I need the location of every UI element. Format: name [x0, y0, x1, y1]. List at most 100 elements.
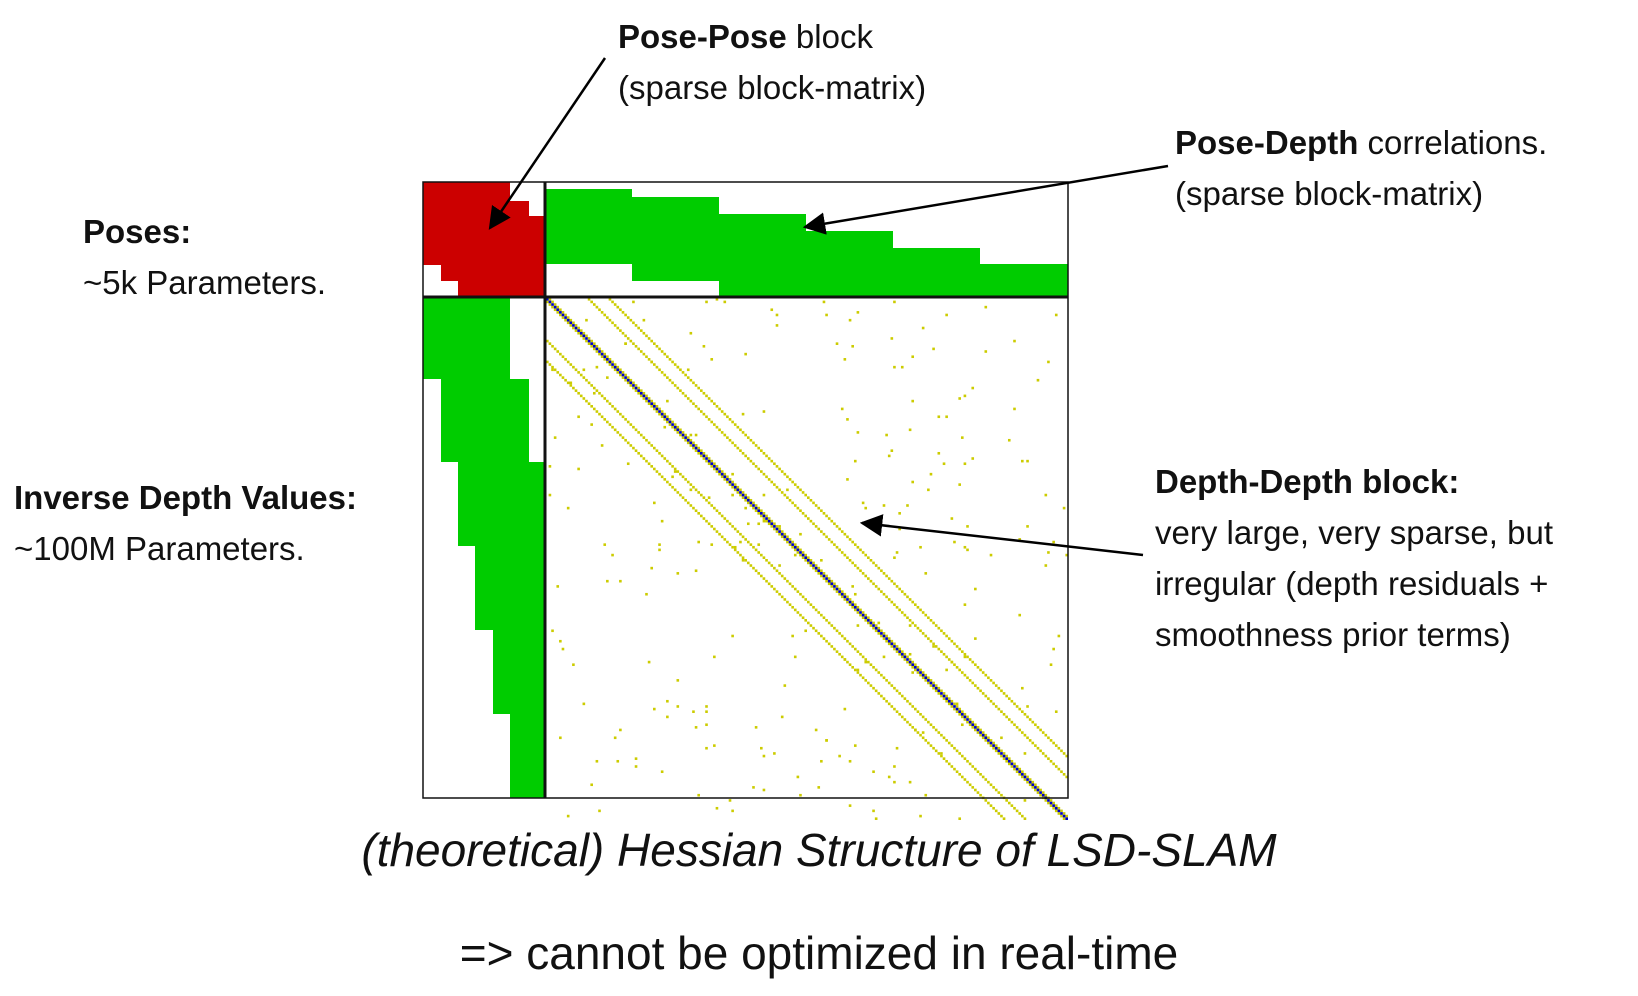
depth-depth-band-entry: [903, 592, 907, 596]
depth-depth-band-entry: [647, 337, 651, 340]
depth-depth-entry: [1026, 705, 1029, 708]
depth-depth-halo: [783, 532, 787, 536]
depth-depth-band-entry: [611, 321, 614, 325]
depth-depth-halo: [851, 605, 854, 609]
depth-depth-diagonal-entry: [655, 407, 659, 411]
depth-depth-diagonal-entry: [992, 744, 995, 747]
depth-depth-band-entry: [801, 491, 805, 494]
depth-depth-diagonal-entry: [572, 324, 575, 327]
depth-depth-halo: [705, 454, 708, 458]
depth-depth-band-entry: [971, 681, 975, 685]
depth-depth-band-entry: [760, 470, 763, 473]
depth-depth-halo: [856, 605, 860, 609]
depth-depth-entry: [658, 543, 661, 546]
depth-depth-band-entry: [929, 723, 933, 727]
depth-depth-halo: [595, 344, 599, 348]
depth-depth-entry: [778, 525, 781, 528]
pose-depth-label-line2: (sparse block-matrix): [1175, 175, 1484, 212]
depth-depth-band-entry: [867, 556, 870, 559]
depth-depth-band-entry: [919, 629, 922, 633]
depth-depth-entry: [773, 752, 776, 755]
depth-depth-entry: [945, 313, 948, 317]
depth-depth-band-entry: [882, 572, 886, 575]
depth-depth-band-entry: [997, 812, 1001, 815]
depth-depth-band-entry: [650, 339, 654, 343]
depth-depth-band-entry: [859, 652, 862, 656]
depth-depth-entry: [762, 519, 766, 523]
depth-depth-entry: [731, 809, 734, 813]
depth-depth-entry: [762, 754, 766, 758]
depth-depth-diagonal-entry: [1005, 757, 1008, 760]
depth-depth-band-entry: [814, 525, 818, 528]
depth-depth-diagonal-entry: [752, 504, 755, 507]
depth-depth-band-entry: [934, 728, 938, 732]
depth-depth-band-entry: [848, 642, 852, 646]
depth-depth-band-entry: [914, 624, 917, 627]
depth-depth-band-entry: [731, 441, 734, 445]
depth-depth-band-entry: [1007, 697, 1011, 700]
depth-depth-diagonal-entry: [1023, 775, 1027, 779]
depth-depth-entry: [694, 433, 698, 437]
depth-depth-entry: [686, 368, 690, 372]
depth-depth-band-entry: [671, 360, 674, 364]
depth-depth-band-entry: [611, 405, 614, 408]
depth-depth-band-entry: [689, 483, 693, 486]
depth-depth-band-entry: [566, 381, 570, 385]
depth-depth-halo: [1039, 788, 1042, 792]
depth-depth-halo: [807, 556, 810, 559]
depth-depth-halo: [974, 728, 977, 732]
depth-depth-entry: [1023, 799, 1027, 802]
depth-depth-band-entry: [945, 634, 948, 638]
depth-depth-entry: [908, 624, 912, 627]
depth-depth-halo: [754, 509, 758, 513]
depth-depth-diagonal-entry: [1015, 767, 1019, 771]
depth-depth-band-entry: [833, 647, 836, 651]
depth-depth-band-entry: [639, 454, 643, 458]
depth-depth-diagonal-entry: [592, 344, 596, 348]
depth-depth-band-entry: [859, 548, 862, 552]
depth-depth-band-entry: [992, 786, 995, 789]
depth-depth-diagonal-entry: [626, 378, 630, 382]
depth-depth-halo: [762, 517, 766, 520]
depth-depth-entry: [746, 522, 750, 526]
depth-depth-band-entry: [647, 462, 651, 466]
depth-depth-band-entry: [590, 405, 593, 408]
depth-depth-diagonal-entry: [887, 639, 891, 643]
depth-depth-halo: [679, 433, 682, 437]
depth-depth-band-entry: [1062, 752, 1066, 755]
depth-depth-band-entry: [608, 402, 612, 406]
depth-depth-band-entry: [927, 637, 930, 640]
depth-depth-band-entry: [611, 425, 614, 429]
depth-depth-halo: [553, 308, 557, 312]
depth-depth-entry: [733, 545, 737, 549]
depth-depth-halo: [587, 337, 591, 340]
depth-depth-band-entry: [658, 368, 661, 372]
depth-depth-halo: [749, 498, 753, 502]
depth-depth-halo: [713, 462, 716, 466]
depth-depth-diagonal-entry: [914, 666, 917, 669]
depth-depth-band-entry: [778, 572, 781, 575]
depth-depth-diagonal-entry: [791, 543, 794, 546]
depth-depth-band-entry: [968, 762, 972, 766]
depth-depth-entry: [924, 572, 928, 575]
depth-depth-band-entry: [715, 530, 719, 533]
depth-depth-band-entry: [940, 754, 943, 758]
depth-depth-diagonal-entry: [629, 381, 633, 385]
depth-depth-halo: [694, 444, 698, 447]
depth-depth-band-entry: [744, 538, 747, 541]
depth-depth-diagonal-entry: [681, 433, 685, 437]
depth-depth-band-entry: [616, 326, 620, 330]
depth-depth-diagonal-entry: [895, 647, 899, 651]
depth-depth-halo: [984, 733, 988, 737]
depth-depth-band-entry: [979, 668, 982, 672]
depth-depth-halo: [1023, 773, 1027, 776]
depth-depth-band-entry: [632, 425, 635, 429]
depth-depth-band-entry: [699, 514, 703, 518]
depth-depth-band-entry: [966, 759, 969, 763]
depth-depth-band-entry: [929, 619, 933, 622]
depth-depth-band-entry: [1057, 767, 1061, 771]
depth-depth-band-entry: [645, 459, 648, 463]
depth-depth-band-entry: [796, 485, 800, 489]
depth-depth-halo: [671, 420, 674, 424]
depth-depth-entry: [566, 506, 570, 510]
